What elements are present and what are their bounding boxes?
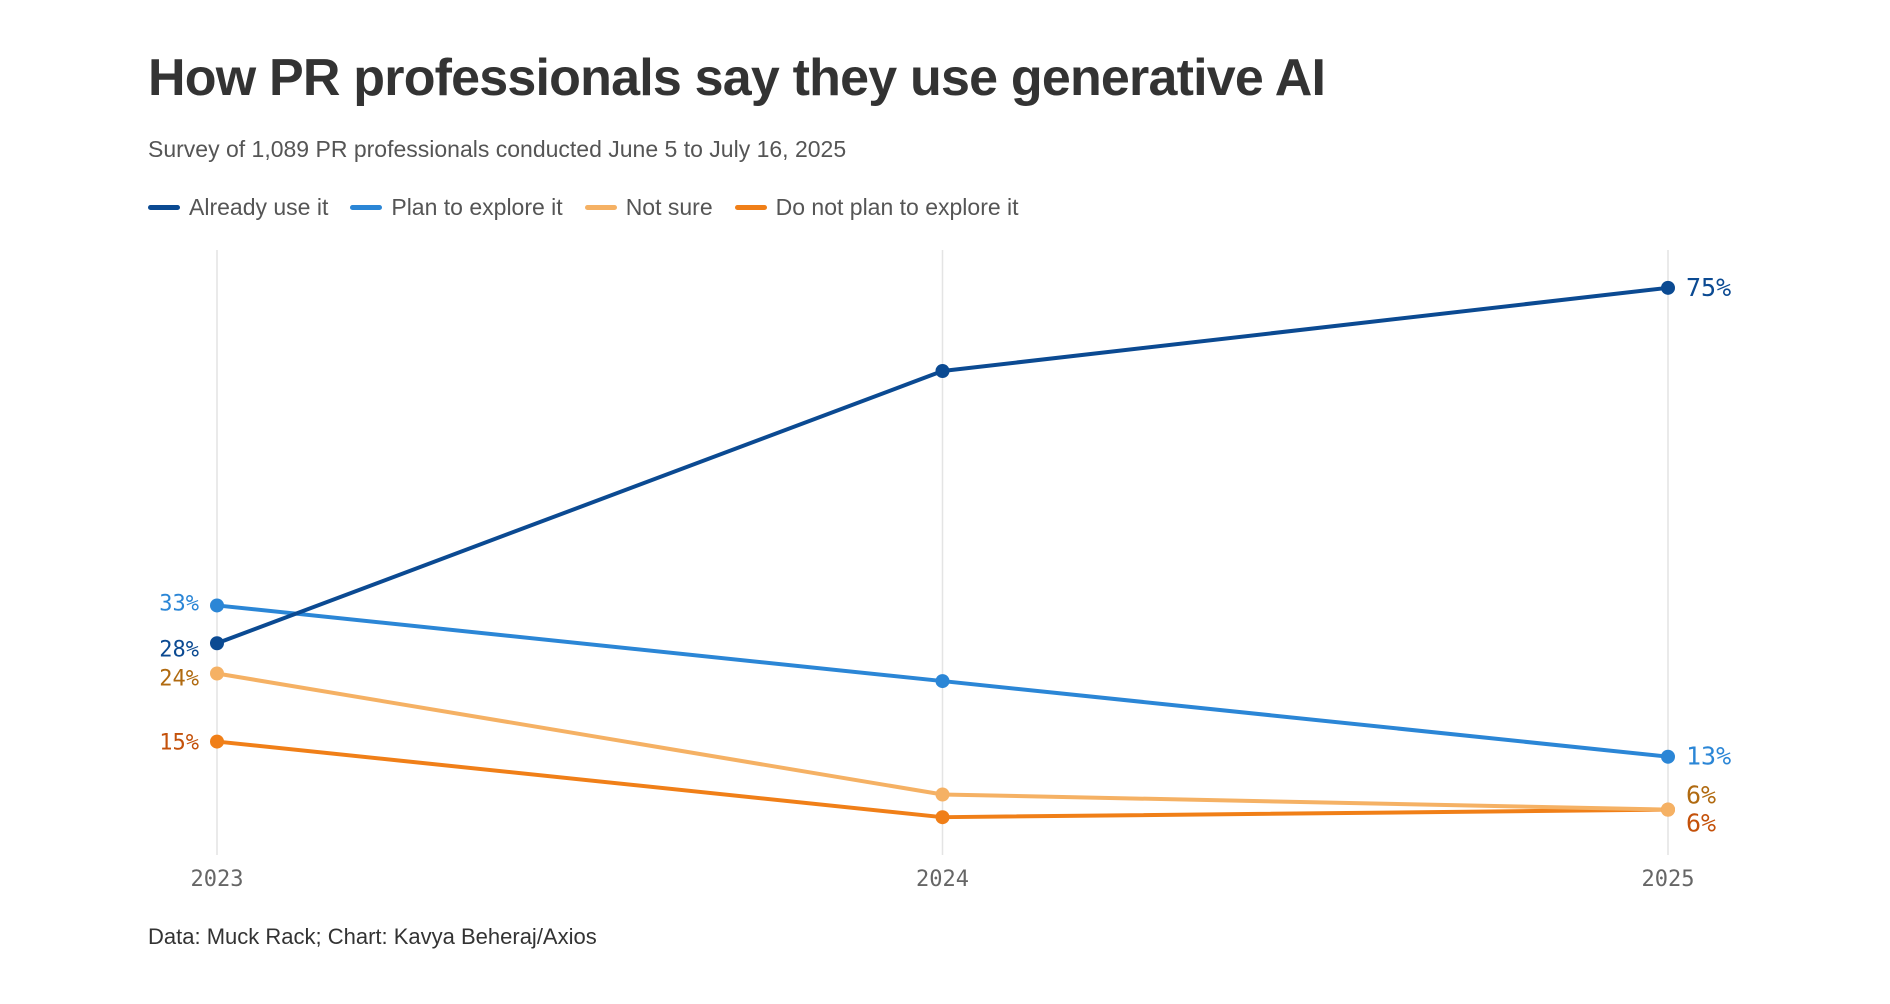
data-point-1-2023 xyxy=(210,598,224,613)
legend-label-plan-to-explore: Plan to explore it xyxy=(391,194,563,220)
legend-swatch-plan-to-explore xyxy=(350,205,383,210)
data-point-0-2024 xyxy=(935,364,950,378)
data-point-2-2023 xyxy=(210,666,224,681)
legend-item-do-not-plan: Do not plan to explore it xyxy=(734,194,1019,221)
chart-title: How PR professionals say they use genera… xyxy=(148,49,1326,107)
chart-subtitle: Survey of 1,089 PR professionals conduct… xyxy=(148,136,847,162)
end-label-3: 6% xyxy=(1686,809,1716,838)
legend-item-already-use: Already use it xyxy=(148,194,328,221)
data-point-1-2025 xyxy=(1661,749,1675,764)
start-label-3: 15% xyxy=(159,731,199,756)
start-label-0: 28% xyxy=(159,637,199,662)
legend-label-not-sure: Not sure xyxy=(625,194,713,220)
end-label-1: 13% xyxy=(1686,742,1731,771)
legend-item-plan-to-explore: Plan to explore it xyxy=(350,194,563,221)
start-label-1: 33% xyxy=(159,591,199,616)
x-tick-label-2023: 2023 xyxy=(191,867,244,892)
legend-item-not-sure: Not sure xyxy=(584,194,713,221)
chart-legend: Already use it Plan to explore it Not su… xyxy=(148,194,1041,221)
data-point-0-2025 xyxy=(1661,280,1675,295)
data-point-0-2023 xyxy=(210,636,224,651)
legend-label-do-not-plan: Do not plan to explore it xyxy=(775,194,1019,220)
data-point-3-2023 xyxy=(210,734,224,749)
x-tick-label-2024: 2024 xyxy=(916,867,969,892)
x-tick-label-2025: 2025 xyxy=(1642,867,1695,892)
legend-swatch-already-use xyxy=(148,205,180,210)
chart-source: Data: Muck Rack; Chart: Kavya Beheraj/Ax… xyxy=(148,924,597,949)
end-label-2: 6% xyxy=(1686,781,1716,810)
legend-swatch-not-sure xyxy=(584,205,617,210)
data-point-1-2024 xyxy=(935,674,950,689)
data-point-2-2025 xyxy=(1661,802,1675,817)
end-label-0: 75% xyxy=(1686,273,1731,302)
legend-label-already-use: Already use it xyxy=(189,194,329,220)
data-point-3-2024 xyxy=(935,810,950,825)
legend-swatch-do-not-plan xyxy=(734,205,767,210)
start-label-2: 24% xyxy=(159,667,199,692)
data-point-2-2024 xyxy=(935,787,950,802)
